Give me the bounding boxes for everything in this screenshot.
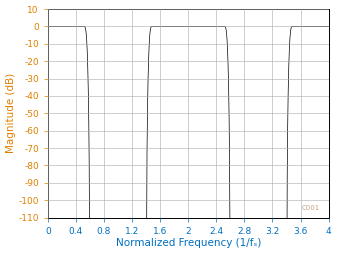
Y-axis label: Magnitude (dB): Magnitude (dB) xyxy=(5,73,16,153)
Text: C001: C001 xyxy=(302,205,320,211)
X-axis label: Normalized Frequency (1/fₛ): Normalized Frequency (1/fₛ) xyxy=(116,239,261,248)
